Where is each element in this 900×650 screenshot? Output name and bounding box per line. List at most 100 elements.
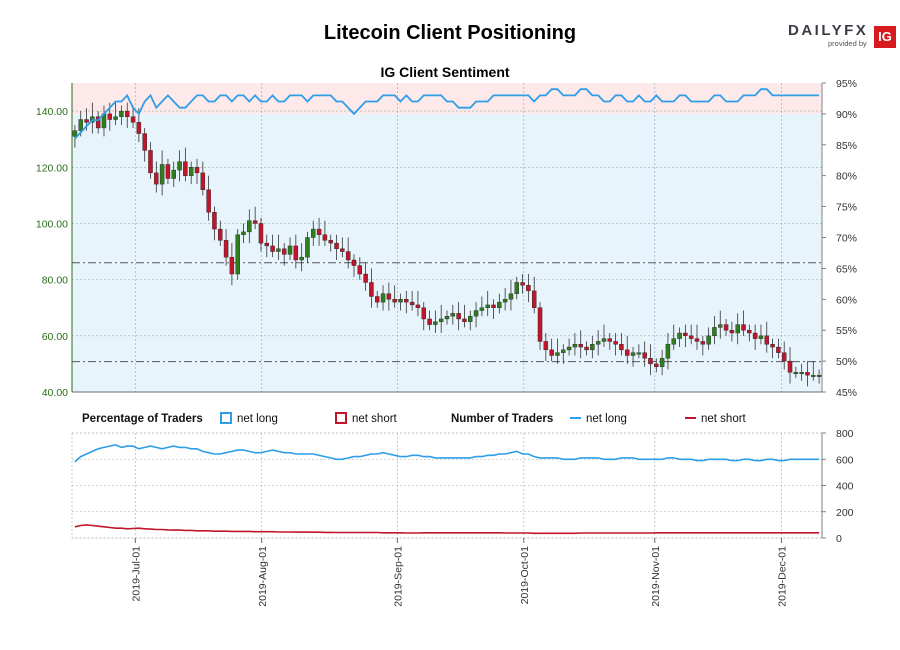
candle-body xyxy=(566,346,572,351)
candle-body xyxy=(363,273,368,283)
logo-provided-by: provided by xyxy=(828,39,867,48)
candle-body xyxy=(299,256,304,261)
legend-pct-short: net short xyxy=(352,413,398,425)
traders-tick-label: 400 xyxy=(836,481,854,493)
candle-body xyxy=(531,290,537,308)
candle-body xyxy=(595,341,601,345)
candle-body xyxy=(555,352,560,356)
candle-body xyxy=(712,327,717,337)
candle-body xyxy=(799,372,804,375)
traders-net-long-line xyxy=(74,443,820,463)
candle-body xyxy=(107,113,113,120)
candle-body xyxy=(718,324,723,328)
candle-body xyxy=(130,116,136,123)
price-tick-label: 60.00 xyxy=(42,331,68,343)
candle-body xyxy=(252,220,258,224)
date-tick-label: 2019-Dec-01 xyxy=(776,546,788,607)
traders-tick-label: 600 xyxy=(836,454,854,466)
candle-body xyxy=(427,318,432,325)
price-tick-label: 80.00 xyxy=(42,275,68,287)
legend-pct-long: net long xyxy=(237,413,278,425)
date-tick-label: 2019-Aug-01 xyxy=(257,546,269,607)
plot-background xyxy=(72,113,822,393)
candle-body xyxy=(374,296,380,303)
traders-net-short-line xyxy=(74,524,820,535)
candle-body xyxy=(468,315,473,322)
candle-body xyxy=(758,335,764,339)
candle-body xyxy=(578,344,583,348)
candle-body xyxy=(258,223,264,244)
candle-body xyxy=(607,338,613,342)
traders-panel: 0 200 400 600 800 2019-Jul-01 2019-Aug-01 2019-… xyxy=(71,428,854,607)
candle-body xyxy=(247,220,252,233)
candle-body xyxy=(601,338,607,342)
candle-body xyxy=(136,122,142,134)
candle-body xyxy=(165,164,171,179)
date-tick-label: 2019-Nov-01 xyxy=(650,546,662,607)
candle-body xyxy=(142,133,147,151)
candle-body xyxy=(485,304,490,308)
candle-body xyxy=(508,293,514,300)
candle-body xyxy=(700,341,706,345)
candle-body xyxy=(793,372,799,375)
date-tick-label: 2019-Oct-01 xyxy=(519,546,531,605)
pct-tick-label: 65% xyxy=(836,263,857,275)
logo-daily: DAILY xyxy=(788,22,845,39)
candle-body xyxy=(148,150,153,174)
legend-num-short: net short xyxy=(701,413,747,425)
candle-body xyxy=(526,285,531,292)
candle-body xyxy=(776,346,781,353)
candle-body xyxy=(124,110,130,117)
candle-body xyxy=(183,161,188,176)
candle-body xyxy=(747,330,752,334)
candle-body xyxy=(206,189,211,213)
candle-body xyxy=(462,318,467,322)
price-tick-label: 140.00 xyxy=(36,106,68,118)
candle-body xyxy=(502,299,508,303)
candle-body xyxy=(729,330,735,334)
candle-body xyxy=(549,349,554,356)
candle-body xyxy=(84,119,89,123)
legend: Percentage of Traders net long net short… xyxy=(82,412,747,425)
candle-body xyxy=(270,245,275,252)
candle-body xyxy=(281,248,287,255)
candle-body xyxy=(688,335,694,339)
candle-body xyxy=(409,301,415,306)
candle-body xyxy=(357,265,363,275)
pct-tick-label: 60% xyxy=(836,294,857,306)
candle-body xyxy=(212,212,217,230)
candle-body xyxy=(392,299,397,303)
candle-body xyxy=(177,161,182,171)
candle-body xyxy=(735,324,740,334)
candle-body xyxy=(328,240,333,244)
candle-body xyxy=(671,338,676,345)
chart-subtitle: IG Client Sentiment xyxy=(380,64,510,80)
candle-body xyxy=(764,335,770,345)
candle-body xyxy=(404,299,409,303)
candle-body xyxy=(624,349,630,356)
candle-body xyxy=(648,358,653,365)
candle-body xyxy=(398,299,403,303)
candle-body xyxy=(293,245,299,261)
candle-body xyxy=(421,307,426,320)
price-tick-label: 120.00 xyxy=(36,162,68,174)
candle-body xyxy=(276,248,281,252)
candle-body xyxy=(683,332,688,337)
candle-body xyxy=(520,282,525,286)
candle-body xyxy=(590,344,595,351)
candle-body xyxy=(159,164,165,185)
candle-body xyxy=(706,335,711,345)
pct-tick-label: 50% xyxy=(836,356,857,368)
candle-body xyxy=(491,304,496,308)
candle-body xyxy=(311,228,316,238)
candle-body xyxy=(340,248,345,252)
pct-tick-label: 80% xyxy=(836,171,857,183)
candle-body xyxy=(154,172,159,185)
pct-tick-label: 55% xyxy=(836,325,857,337)
legend-num-long: net long xyxy=(586,413,627,425)
candle-body xyxy=(741,324,746,331)
candle-body xyxy=(694,338,700,342)
candle-body xyxy=(369,282,374,297)
pct-tick-label: 45% xyxy=(836,387,857,399)
chart-title: Litecoin Client Positioning xyxy=(323,22,577,44)
